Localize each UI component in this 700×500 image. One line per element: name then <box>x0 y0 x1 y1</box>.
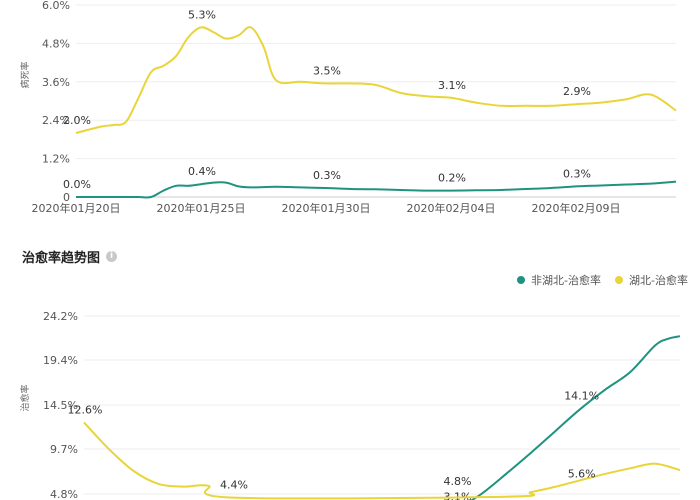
legend-dot-hubei <box>615 276 624 284</box>
legend-label-non-hubei: 非湖北-治愈率 <box>531 274 602 287</box>
y-tick-label: 4.8% <box>42 37 70 50</box>
series-line-non_hubei[interactable] <box>76 180 677 199</box>
y-tick-label: 9.7% <box>50 443 78 456</box>
data-label: 0.0% <box>63 178 91 191</box>
y-axis-label: 治愈率 <box>19 384 31 411</box>
x-tick-label: 2020年01月20日 <box>32 201 121 215</box>
data-label: 2.0% <box>63 114 91 127</box>
y-tick-label: 14.5% <box>43 399 78 412</box>
data-label: 12.6% <box>68 403 103 416</box>
recovery-chart-title-text: 治愈率趋势图 <box>22 251 101 266</box>
data-label: 5.6% <box>568 468 596 481</box>
info-icon[interactable]: i <box>106 251 118 262</box>
y-tick-label: 1.2% <box>42 153 70 166</box>
series-line-hubei[interactable] <box>75 26 677 134</box>
data-label: 4.8% <box>444 475 472 488</box>
data-label: 5.3% <box>188 8 216 21</box>
data-label: 2.9% <box>563 85 591 98</box>
legend-item-hubei[interactable]: 湖北-治愈率 <box>615 272 688 288</box>
y-tick-label: 3.6% <box>42 76 70 89</box>
x-tick-label: 2020年01月30日 <box>282 201 371 215</box>
data-label: 0.3% <box>563 167 591 180</box>
data-label: 3.5% <box>313 64 341 77</box>
data-label: 0.4% <box>188 165 216 178</box>
recovery-chart-title: 治愈率趋势图 i <box>22 247 118 266</box>
x-tick-label: 2020年02月09日 <box>532 201 621 215</box>
data-label: 4.4% <box>220 479 248 492</box>
data-label: 14.1% <box>564 390 599 403</box>
series-line-non_hubei[interactable] <box>457 335 681 500</box>
y-tick-label: 4.8% <box>50 488 78 500</box>
y-tick-label: 0 <box>63 191 70 204</box>
y-axis-label: 病死率 <box>19 61 31 88</box>
legend-dot-non-hubei <box>517 276 526 284</box>
y-tick-label: 2.4% <box>42 114 70 127</box>
mortality-rate-chart: 6.0% 4.8% 3.6% 2.4% 1.2% 0 病死率 2020年01月20日 2020年… <box>19 0 677 215</box>
data-label: 0.3% <box>313 169 341 182</box>
data-label: 0.2% <box>438 172 466 185</box>
y-tick-label: 6.0% <box>42 0 70 12</box>
y-tick-label: 24.2% <box>43 310 78 323</box>
data-label: 3.1% <box>438 79 466 92</box>
x-tick-label: 2020年01月25日 <box>157 201 246 215</box>
series-line-hubei[interactable] <box>83 421 681 500</box>
x-tick-label: 2020年02月04日 <box>407 201 496 215</box>
data-label: 3.1% <box>444 491 472 500</box>
y-tick-label: 19.4% <box>43 354 78 367</box>
legend-item-non-hubei[interactable]: 非湖北-治愈率 <box>517 272 601 288</box>
recovery-legend: 非湖北-治愈率 湖北-治愈率 <box>517 272 688 288</box>
legend-label-hubei: 湖北-治愈率 <box>629 274 688 287</box>
